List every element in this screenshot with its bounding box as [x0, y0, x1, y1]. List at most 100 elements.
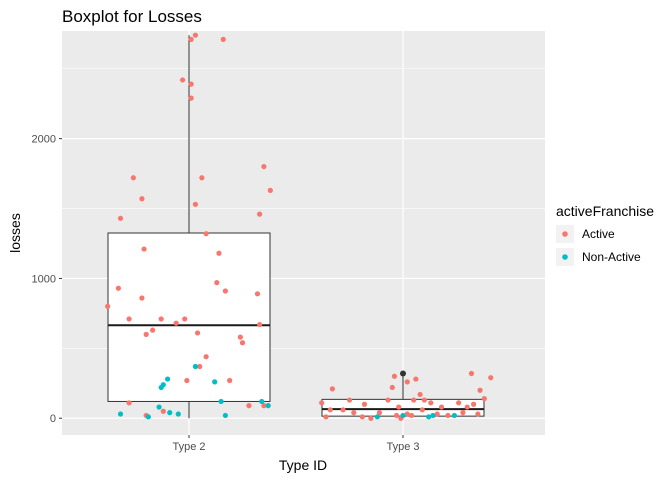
data-point-active — [214, 280, 220, 286]
data-point-active — [197, 363, 203, 370]
data-point-active — [203, 231, 209, 237]
data-point-active — [239, 340, 246, 346]
data-point-active — [389, 384, 395, 391]
data-point-active — [327, 407, 333, 413]
data-point-active — [434, 411, 440, 417]
data-point-active — [267, 187, 273, 193]
data-point-active — [188, 81, 194, 87]
legend: activeFranchise Active Non-Active — [556, 203, 654, 266]
data-point-active — [319, 400, 325, 406]
data-point-active — [438, 404, 445, 410]
legend-entry-active: Active — [556, 225, 615, 243]
data-point-active — [246, 403, 252, 409]
data-point-non-active — [117, 411, 124, 417]
data-point-active — [261, 163, 267, 170]
box-layer — [107, 35, 485, 419]
data-point-active — [257, 211, 263, 217]
data-point-active — [261, 403, 267, 409]
legend-title: activeFranchise — [556, 203, 654, 219]
data-point-active — [361, 401, 368, 407]
data-point-active — [346, 397, 353, 403]
data-point-non-active — [145, 414, 151, 420]
data-point-active — [329, 386, 335, 392]
data-point-non-active — [265, 403, 271, 409]
data-point-active — [323, 414, 329, 420]
data-point-active — [421, 397, 427, 403]
data-point-active — [139, 295, 145, 301]
data-point-non-active — [175, 411, 181, 417]
data-point-active — [413, 376, 419, 382]
data-point-active — [417, 391, 423, 398]
data-point-active — [456, 400, 462, 406]
data-point-active — [411, 397, 417, 403]
legend-label: Non-Active — [582, 250, 641, 264]
data-point-active — [408, 412, 415, 419]
data-point-active — [220, 36, 226, 42]
y-tick-label: 2000 — [32, 134, 56, 146]
y-tick-label: 0 — [50, 413, 56, 425]
data-point-non-active — [222, 412, 228, 419]
data-point-active — [203, 354, 209, 360]
data-point-active — [376, 410, 383, 416]
legend-label: Active — [582, 227, 615, 241]
data-point-active — [192, 201, 199, 207]
chart-title: Boxplot for Losses — [62, 7, 202, 26]
data-point-non-active — [400, 412, 406, 419]
data-point-active — [150, 327, 156, 333]
outlier-point — [400, 370, 406, 377]
data-point-active — [419, 407, 425, 413]
data-point-active — [391, 373, 398, 379]
data-point-active — [188, 36, 194, 42]
data-point-active — [139, 196, 145, 202]
data-point-active — [126, 400, 132, 406]
x-axis: Type 2 Type 3 — [172, 435, 420, 453]
data-point-active — [194, 330, 201, 336]
data-point-active — [160, 408, 166, 414]
data-point-non-active — [156, 404, 162, 410]
data-point-active — [173, 320, 179, 326]
data-point-non-active — [192, 363, 199, 370]
data-point-active — [158, 316, 164, 322]
data-point-active — [359, 414, 365, 420]
y-axis: 0 1000 2000 — [32, 134, 62, 425]
legend-swatch — [562, 254, 568, 260]
data-point-active — [481, 396, 487, 402]
data-point-non-active — [374, 414, 380, 420]
data-point-active — [227, 377, 233, 384]
data-point-active — [184, 377, 190, 384]
x-axis-title: Type ID — [279, 457, 327, 473]
x-tick-label: Type 2 — [172, 441, 205, 453]
data-point-non-active — [167, 410, 173, 416]
point-layer — [105, 32, 494, 421]
data-point-non-active — [212, 379, 218, 385]
data-point-active — [117, 215, 124, 221]
data-point-active — [182, 316, 188, 322]
data-point-active — [471, 401, 477, 407]
data-point-active — [464, 404, 470, 410]
data-point-active — [130, 175, 136, 181]
box-iqr — [107, 232, 271, 402]
data-point-non-active — [426, 414, 432, 420]
data-point-non-active — [259, 398, 265, 405]
data-point-active — [237, 334, 243, 340]
y-axis-title: losses — [7, 213, 23, 253]
data-point-active — [396, 404, 402, 410]
data-point-non-active — [165, 376, 171, 382]
data-point-active — [445, 412, 451, 419]
data-point-active — [199, 175, 205, 181]
data-point-active — [216, 250, 222, 256]
data-point-active — [428, 400, 434, 406]
data-point-active — [351, 410, 357, 416]
data-point-active — [257, 321, 263, 328]
data-point-active — [115, 285, 121, 291]
data-point-non-active — [430, 412, 436, 419]
data-point-active — [126, 316, 132, 322]
x-tick-label: Type 3 — [386, 441, 419, 453]
data-point-active — [460, 410, 466, 416]
data-point-active — [488, 375, 494, 381]
data-point-non-active — [451, 412, 457, 419]
data-point-active — [368, 415, 374, 421]
data-point-active — [192, 32, 199, 38]
data-point-active — [393, 412, 400, 419]
